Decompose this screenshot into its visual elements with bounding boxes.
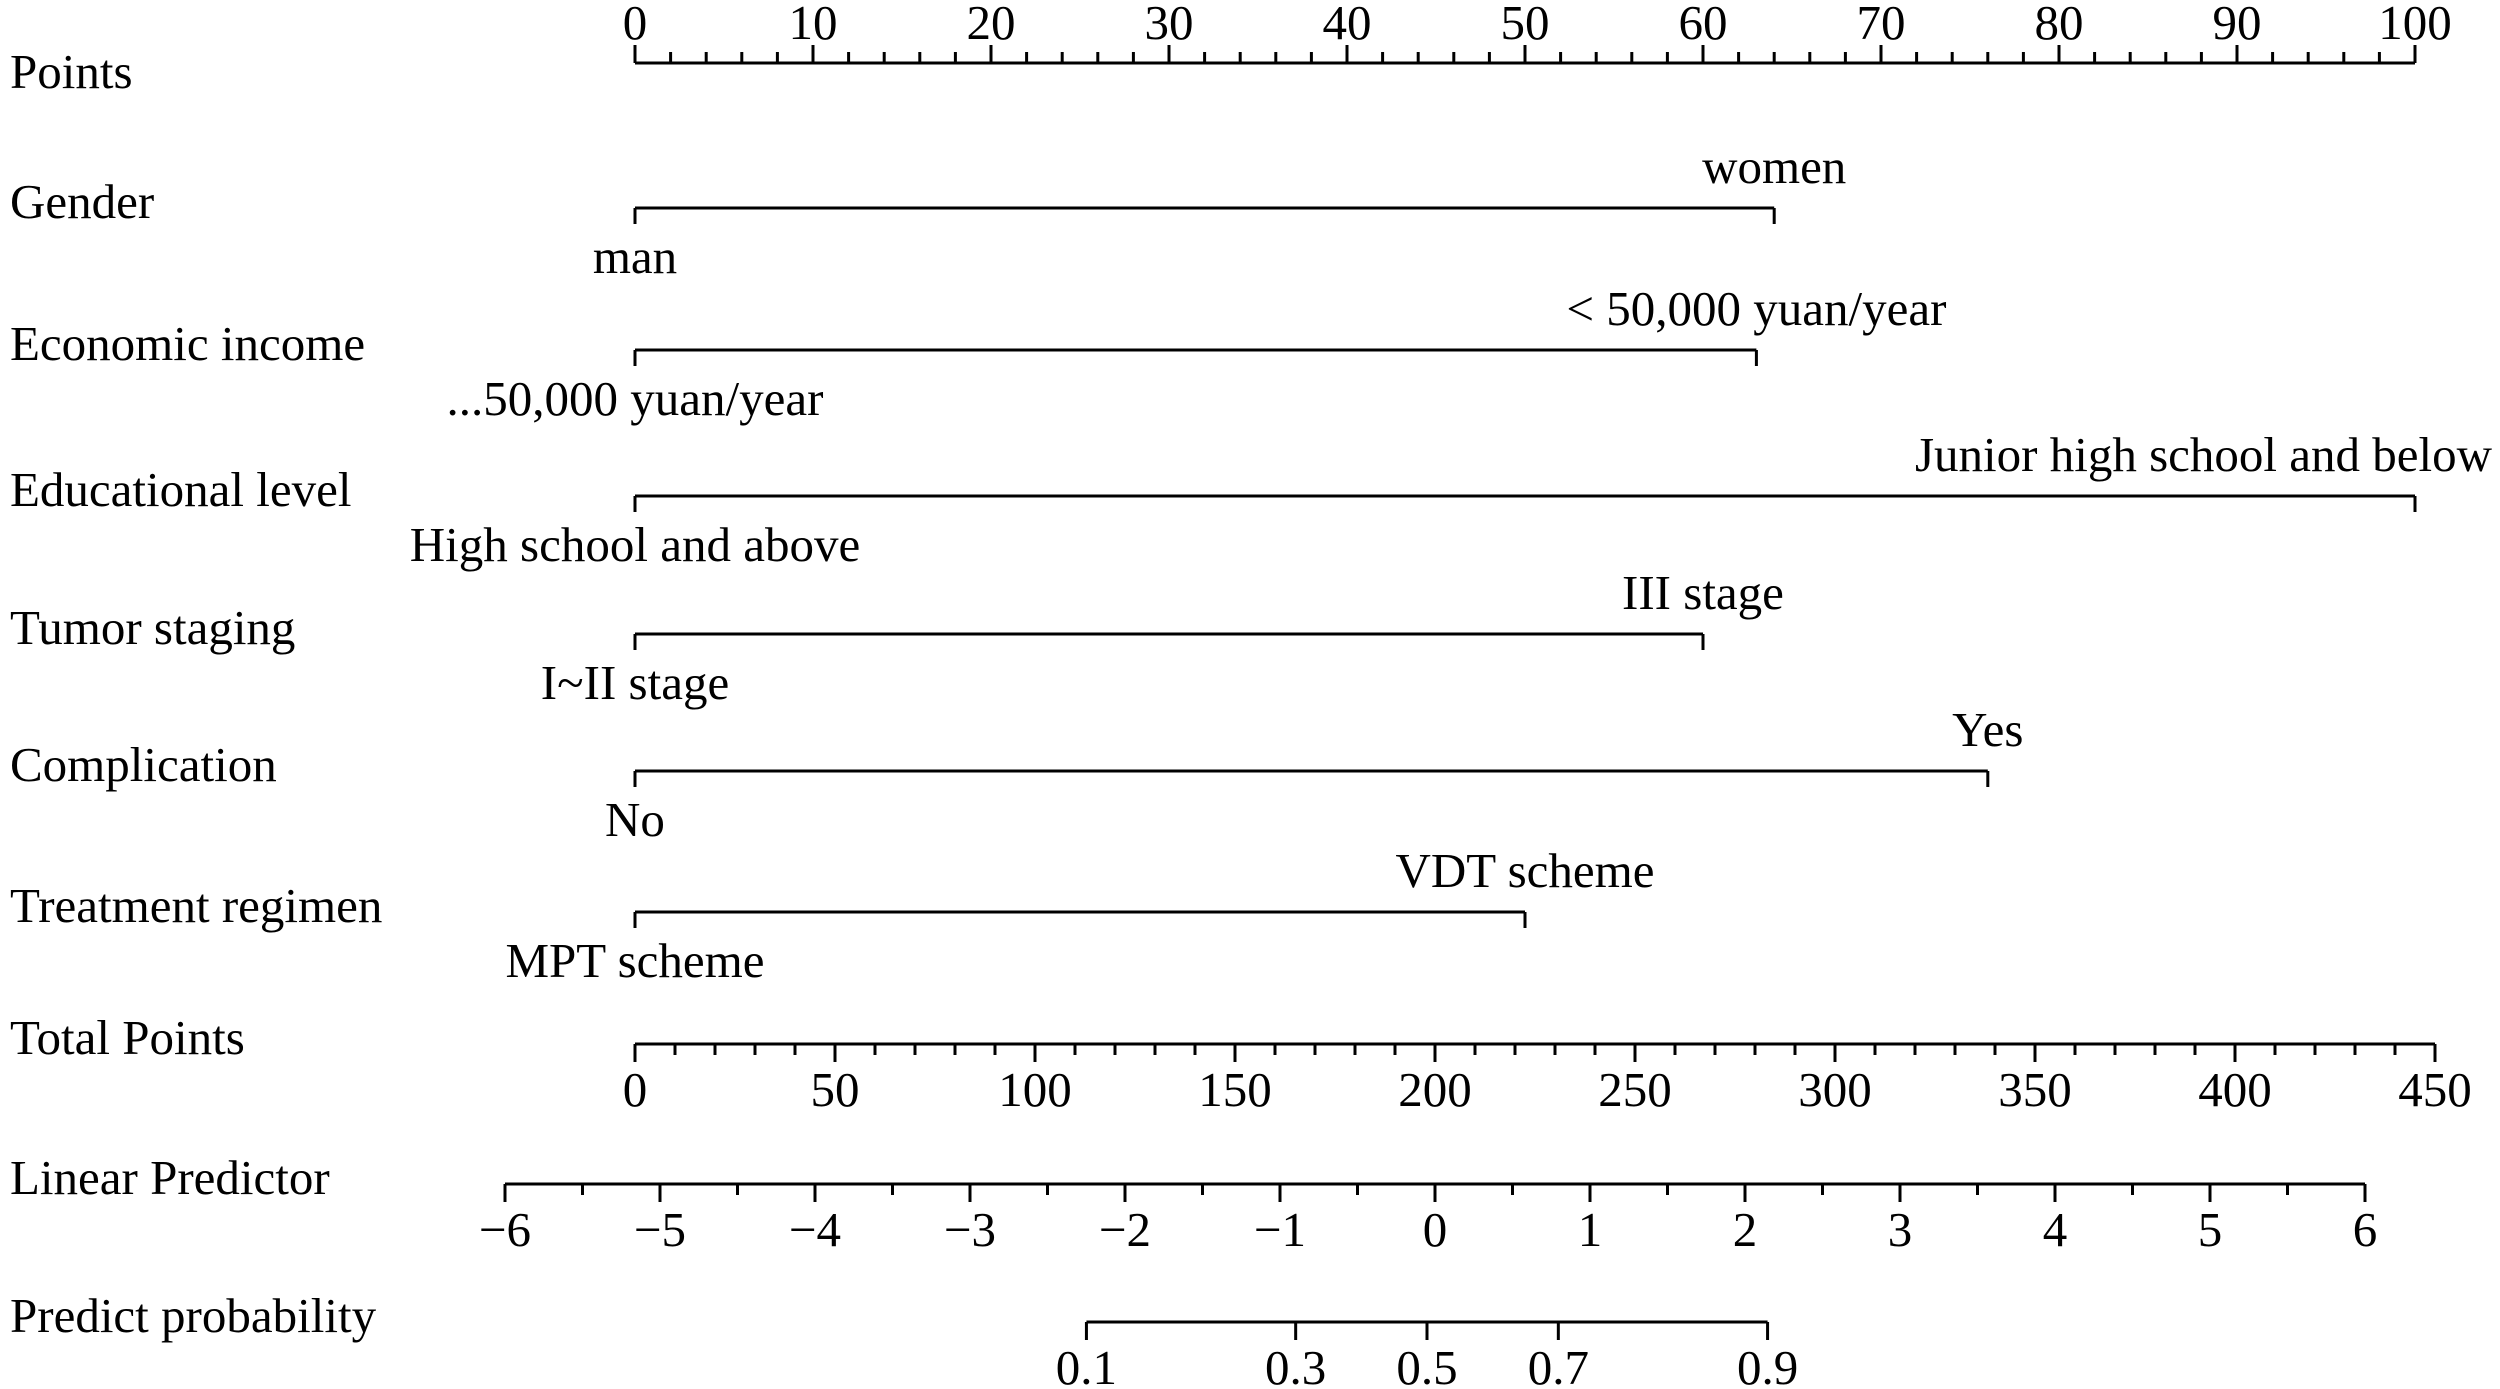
tick-label: −1 (1254, 1202, 1306, 1257)
row-label-predict-probability: Predict probability (10, 1288, 377, 1343)
tick-label: 300 (1798, 1062, 1872, 1117)
tick-label: 10 (789, 0, 838, 50)
tick-label: 100 (2378, 0, 2452, 50)
tick-label: 250 (1598, 1062, 1672, 1117)
option-label-low: No (605, 792, 665, 847)
tick-label: 4 (2043, 1202, 2068, 1257)
tick-label: 150 (1198, 1062, 1272, 1117)
row-treatment-regimen: MPT scheme VDT scheme (505, 843, 1654, 988)
option-label-high: III stage (1622, 565, 1784, 620)
row-label-treatment-regimen: Treatment regimen (10, 878, 383, 933)
tick-label: 0.3 (1265, 1340, 1326, 1389)
option-label-low: man (593, 229, 677, 284)
row-label-linear-predictor: Linear Predictor (10, 1150, 330, 1205)
tick-label: 3 (1888, 1202, 1913, 1257)
row-points: 0 10 20 30 40 50 60 70 80 90 100 (623, 0, 2452, 65)
tick-label: 90 (2213, 0, 2262, 50)
row-label-points: Points (10, 44, 133, 99)
tick-label: 80 (2035, 0, 2084, 50)
row-total-points: 0 50 100 150 200 250 300 350 400 450 (623, 1042, 2472, 1117)
row-gender: man women (593, 139, 1847, 284)
option-label-high: < 50,000 yuan/year (1566, 281, 1946, 336)
tick-label: 0.1 (1056, 1340, 1117, 1389)
tick-label: 40 (1323, 0, 1372, 50)
tick-label: 350 (1998, 1062, 2072, 1117)
row-educational-level: High school and above Junior high school … (410, 427, 2493, 572)
tick-label: 100 (998, 1062, 1072, 1117)
tick-label: −5 (634, 1202, 686, 1257)
option-label-low: MPT scheme (505, 933, 764, 988)
row-economic-income: ...50,000 yuan/year < 50,000 yuan/year (447, 281, 1947, 426)
tick-label: 60 (1679, 0, 1728, 50)
option-label-low: I~II stage (541, 655, 729, 710)
tick-label: −4 (789, 1202, 841, 1257)
option-label-low: ...50,000 yuan/year (447, 371, 824, 426)
option-label-high: Yes (1952, 702, 2023, 757)
tick-label: 200 (1398, 1062, 1472, 1117)
tick-label: 6 (2353, 1202, 2378, 1257)
tick-label: −6 (479, 1202, 531, 1257)
row-predict-probability: 0.1 0.3 0.5 0.7 0.9 (1056, 1320, 1798, 1389)
tick-label: −2 (1099, 1202, 1151, 1257)
tick-label: 0 (623, 1062, 648, 1117)
tick-label: 400 (2198, 1062, 2272, 1117)
row-label-gender: Gender (10, 174, 155, 229)
tick-label: 1 (1578, 1202, 1603, 1257)
tick-label: 450 (2398, 1062, 2472, 1117)
row-label-tumor-staging: Tumor staging (10, 600, 296, 655)
row-complication: No Yes (605, 702, 2023, 847)
tick-label: 0.5 (1396, 1340, 1457, 1389)
tick-label: 70 (1857, 0, 1906, 50)
tick-label: 2 (1733, 1202, 1758, 1257)
row-label-total-points: Total Points (10, 1010, 245, 1065)
tick-label: 0.9 (1737, 1340, 1798, 1389)
tick-label: 50 (1501, 0, 1550, 50)
row-label-complication: Complication (10, 737, 277, 792)
tick-label: 20 (967, 0, 1016, 50)
tick-label: 0.7 (1528, 1340, 1589, 1389)
tick-label: 0 (1423, 1202, 1448, 1257)
tick-label: 0 (623, 0, 648, 50)
row-label-educational-level: Educational level (10, 462, 352, 517)
option-label-high: VDT scheme (1396, 843, 1655, 898)
tick-label: −3 (944, 1202, 996, 1257)
option-label-high: Junior high school and below (1915, 427, 2493, 482)
tick-label: 50 (811, 1062, 860, 1117)
row-label-economic-income: Economic income (10, 316, 366, 371)
option-label-high: women (1702, 139, 1846, 194)
tick-label: 5 (2198, 1202, 2223, 1257)
option-label-low: High school and above (410, 517, 860, 572)
tick-label: 30 (1145, 0, 1194, 50)
row-linear-predictor: −6 −5 −4 −3 −2 −1 0 1 2 3 4 5 6 (479, 1182, 2378, 1257)
row-tumor-staging: I~II stage III stage (541, 565, 1784, 710)
